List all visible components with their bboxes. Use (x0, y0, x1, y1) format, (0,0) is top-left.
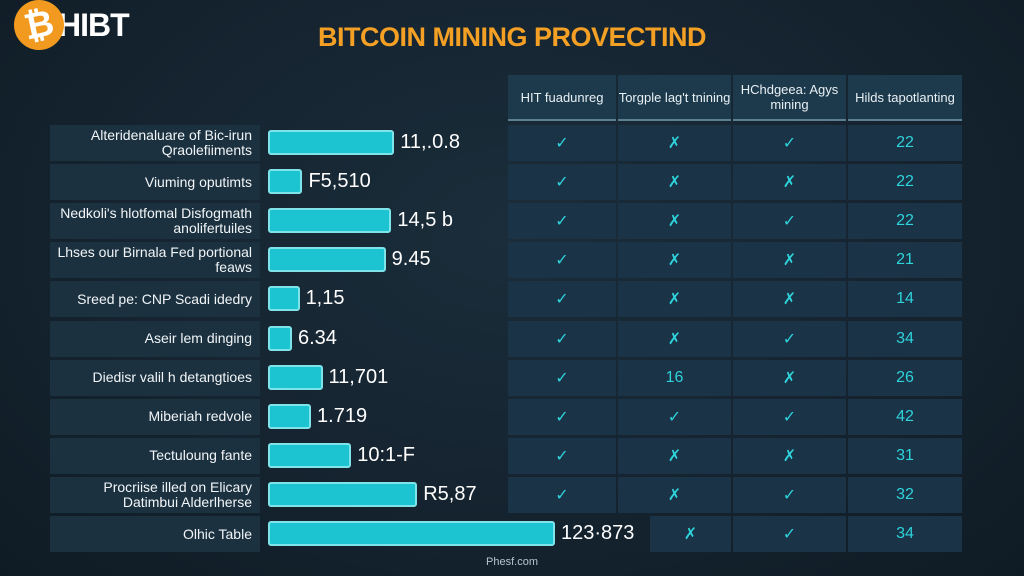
cross-icon: ✗ (618, 476, 731, 513)
category-label: Olhic Table (50, 516, 260, 552)
check-icon: ✓ (508, 203, 616, 240)
category-label: Alteridenaluare of Bic-irun Qraolefiimen… (50, 125, 260, 161)
check-icon: ✓ (508, 164, 616, 201)
check-icon: ✓ (508, 320, 616, 357)
table-cell: 32 (848, 476, 962, 513)
bar-value-label: 14,5 b (397, 209, 454, 232)
bar-value-label: 10:1-F (357, 443, 416, 466)
cross-icon: ✗ (733, 437, 846, 474)
table-header-1: HIT fuadunreg (508, 75, 616, 121)
category-label: Diedisr valil h detangtioes (50, 359, 260, 396)
bar-value-label: 1.719 (317, 404, 368, 427)
category-label: Procriise illed on Elicary Datimbui Alde… (50, 476, 260, 513)
bar (268, 169, 303, 195)
check-icon: ✓ (733, 516, 846, 552)
logo: ₿ HIBT (9, 0, 130, 55)
cross-icon: ✗ (650, 516, 731, 552)
check-icon: ✓ (733, 125, 846, 161)
category-label: Tectuloung fante (50, 437, 260, 474)
cross-icon: ✗ (733, 281, 846, 318)
cross-icon: ✗ (618, 320, 731, 357)
check-icon: ✓ (733, 203, 846, 240)
cross-icon: ✗ (733, 242, 846, 279)
category-label: Nedkoli's hlotfomal Disfogmath anolifert… (50, 203, 260, 240)
check-icon: ✓ (508, 125, 616, 161)
table-cell: 22 (848, 203, 962, 240)
table-cell: 21 (848, 242, 962, 279)
bar-value-label: R5,87 (423, 482, 477, 505)
table-cell: 26 (848, 359, 962, 396)
bar (268, 286, 300, 312)
bar (268, 403, 312, 429)
category-label: Viuming oputimts (50, 164, 260, 201)
check-icon: ✓ (508, 281, 616, 318)
cross-icon: ✗ (733, 359, 846, 396)
check-icon: ✓ (733, 320, 846, 357)
bar (268, 208, 392, 234)
table-cell: 34 (848, 320, 962, 357)
check-icon: ✓ (508, 476, 616, 513)
bar (268, 130, 395, 155)
cross-icon: ✗ (618, 125, 731, 161)
chart-title: BITCOIN MINING PROVECTIND (317, 22, 707, 52)
table-cell: 42 (848, 398, 962, 435)
table-cell: 16 (618, 359, 731, 396)
bar (268, 481, 418, 507)
cross-icon: ✗ (618, 164, 731, 201)
cross-icon: ✗ (618, 242, 731, 279)
table-header-3: HChdgeea: Agys mining (733, 75, 846, 121)
category-label: Miberiah redvole (50, 398, 260, 435)
brand-name: HIBT (58, 6, 130, 43)
bar (268, 247, 386, 273)
cross-icon: ✗ (618, 203, 731, 240)
check-icon: ✓ (618, 398, 731, 435)
table-cell: 34 (848, 516, 962, 552)
check-icon: ✓ (733, 398, 846, 435)
table-cell: 14 (848, 281, 962, 318)
table-cell: 22 (848, 125, 962, 161)
cross-icon: ✗ (618, 437, 731, 474)
table-header-2: Torgple lag't tnining (618, 75, 731, 121)
bar (268, 442, 352, 468)
bar-value-label: 6.34 (298, 326, 337, 349)
check-icon: ✓ (508, 437, 616, 474)
bar (268, 521, 555, 546)
cross-icon: ✗ (733, 164, 846, 201)
bar-value-label: 1,15 (305, 287, 345, 310)
bar (268, 325, 292, 351)
cross-icon: ✗ (618, 281, 731, 318)
category-label: Lhses our Birnala Fed portional feaws (50, 242, 260, 279)
bar-value-label: 123·873 (561, 522, 635, 544)
check-icon: ✓ (508, 359, 616, 396)
table-header-4: Hilds tapotlanting (848, 75, 962, 121)
category-label: Aseir lem dinging (50, 320, 260, 357)
category-label: Sreed pe: CNP Scadi idedry (50, 281, 260, 318)
check-icon: ✓ (733, 476, 846, 513)
bar (268, 364, 323, 390)
bar-value-label: F5,510 (308, 170, 371, 193)
table-cell: 31 (848, 437, 962, 474)
bar-value-label: 11,701 (328, 365, 389, 388)
bar-value-label: 11,.0.8 (400, 131, 460, 153)
footer-text: Phesf.com (486, 556, 538, 568)
check-icon: ✓ (508, 242, 616, 279)
table-cell: 22 (848, 164, 962, 201)
bar-value-label: 9.45 (391, 248, 431, 271)
check-icon: ✓ (508, 398, 616, 435)
